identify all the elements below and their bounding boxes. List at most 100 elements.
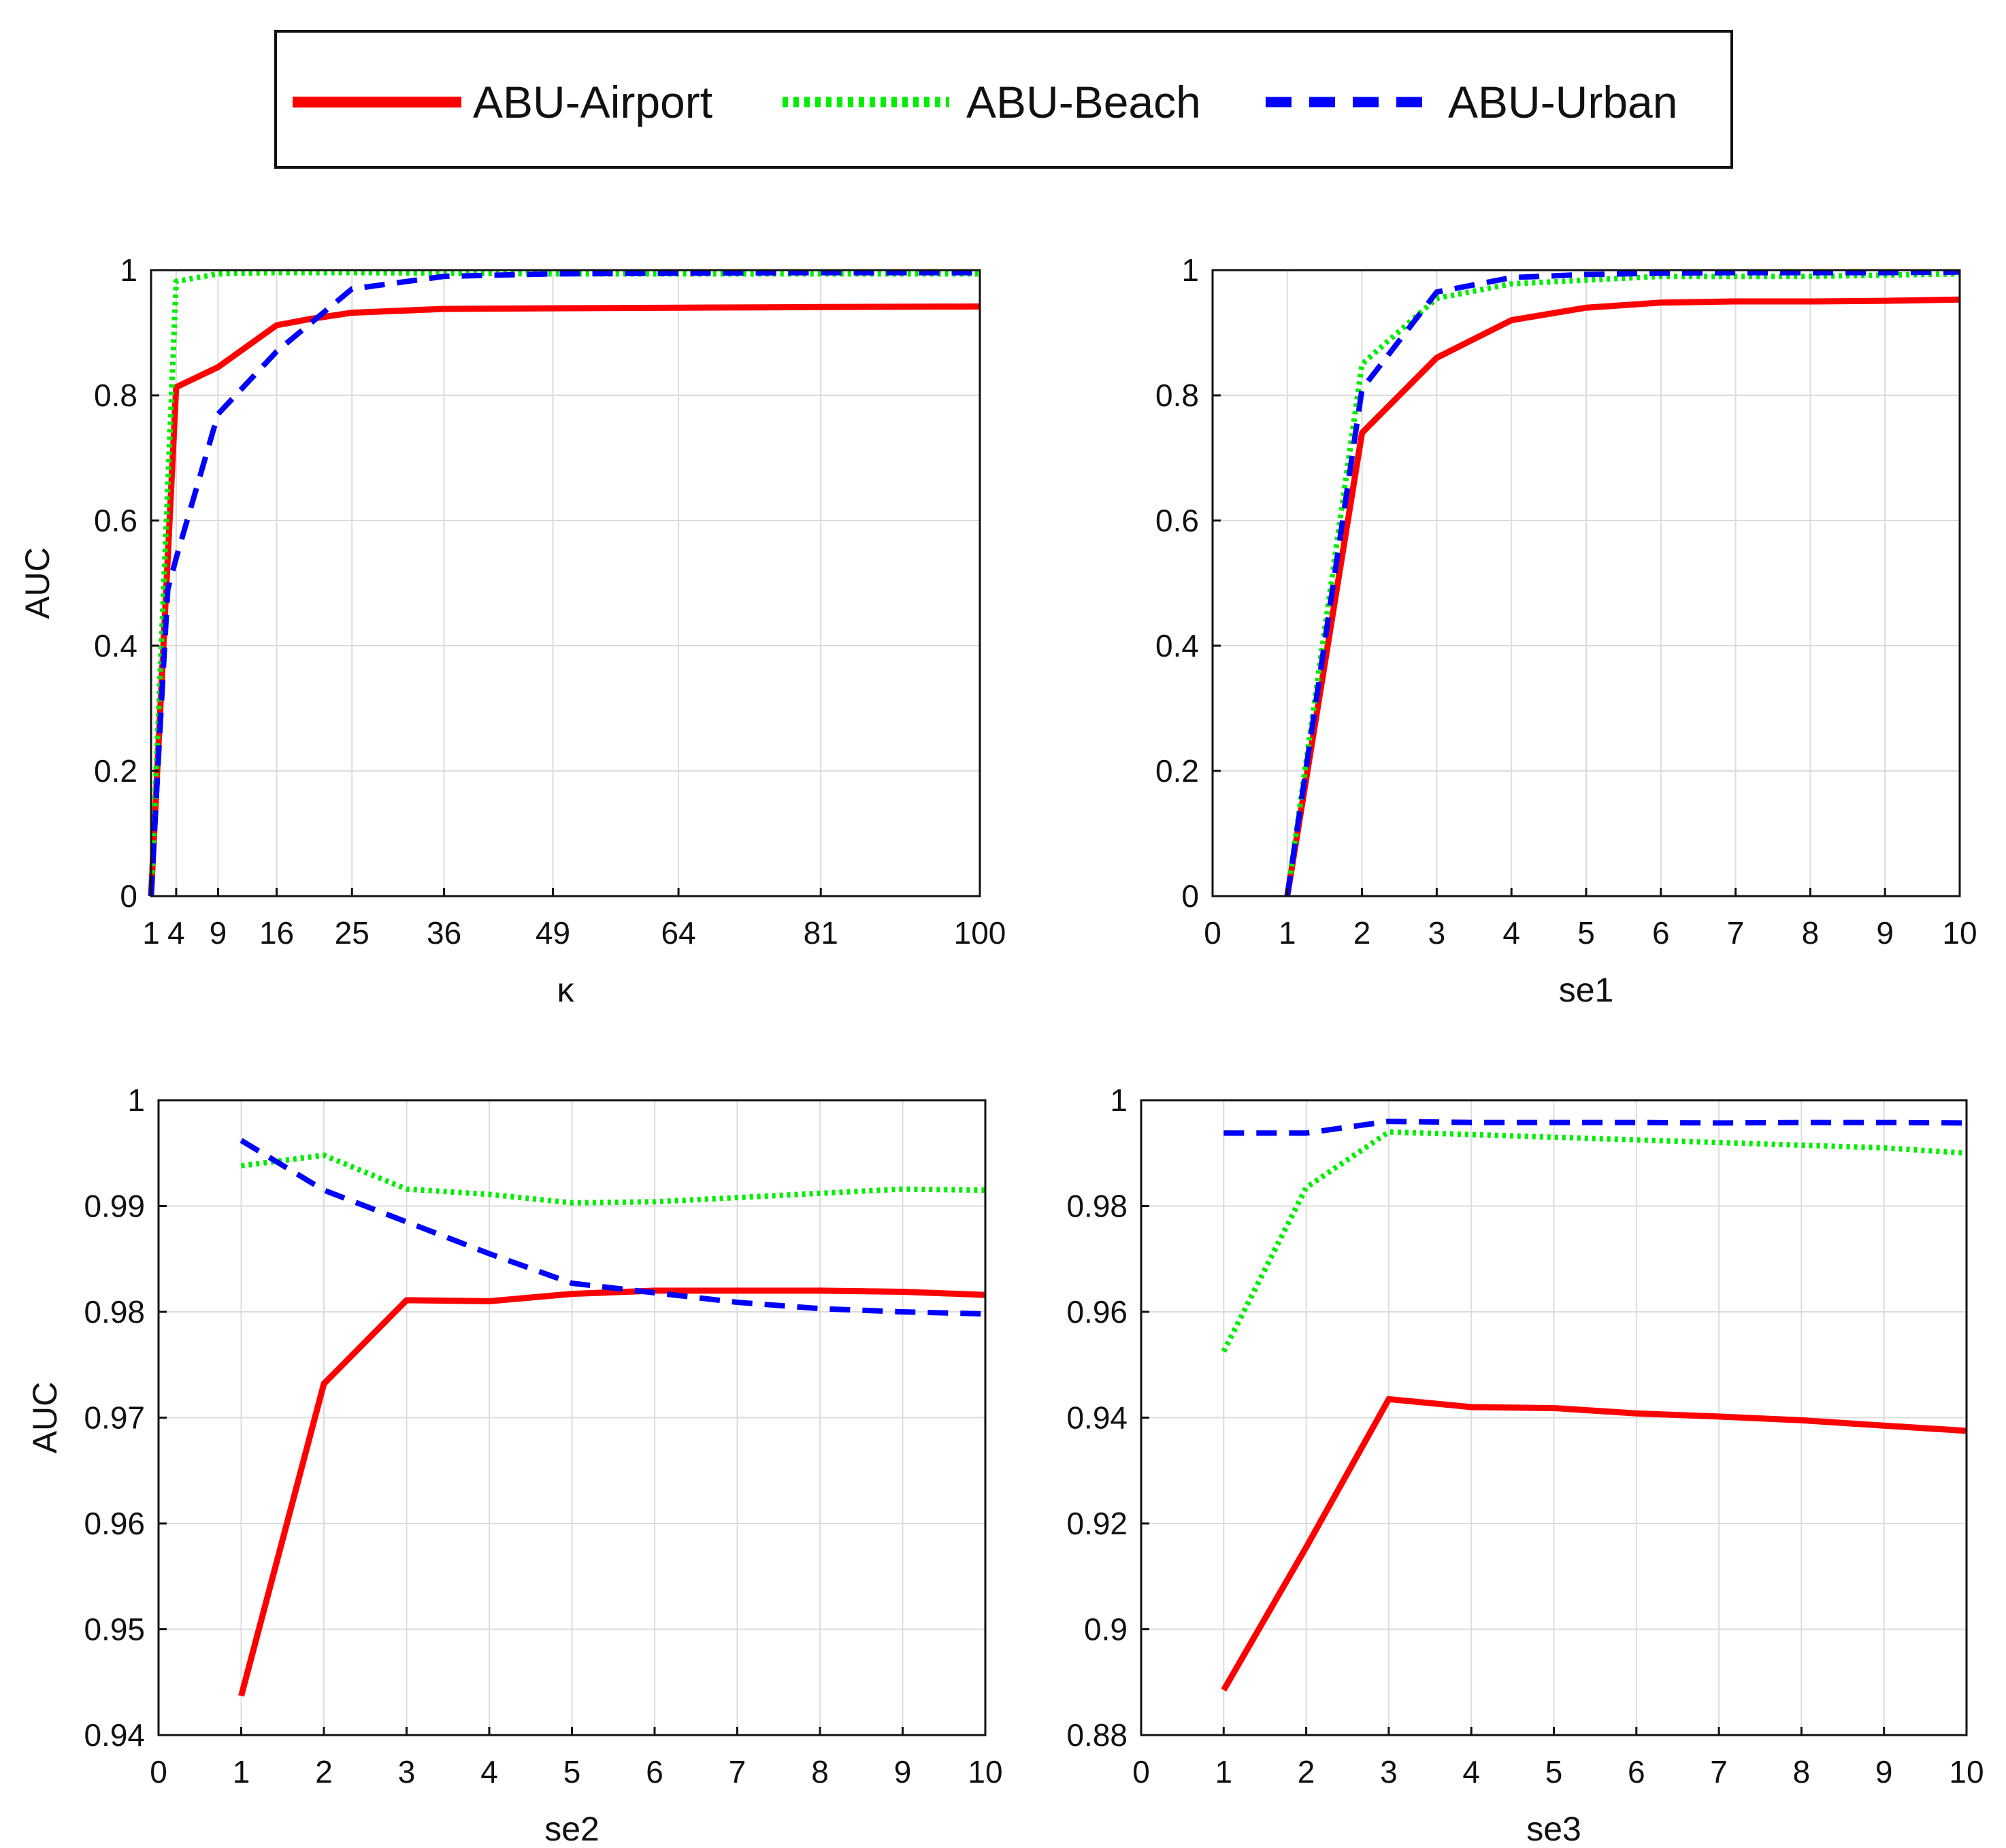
chart-se1-grid <box>1212 269 1960 897</box>
x-tick-label: 49 <box>536 915 570 951</box>
y-tick-label: 0.8 <box>1155 378 1199 413</box>
y-tick-label: 0.98 <box>84 1294 145 1330</box>
x-tick-label: 7 <box>1710 1754 1728 1789</box>
y-tick-label: 0.98 <box>1066 1189 1128 1224</box>
series-line-urban <box>148 269 980 897</box>
x-tick-label: 0 <box>150 1754 167 1789</box>
x-tick-label: 6 <box>1652 915 1670 951</box>
y-tick-label: 0 <box>120 878 137 914</box>
series-line-beach <box>1284 271 1960 897</box>
chart-kappa-y-label: AUC <box>18 547 56 619</box>
legend-label-beach: ABU-Beach <box>966 77 1201 127</box>
chart-se3-x-label: se3 <box>1526 1810 1581 1848</box>
x-tick-label: 9 <box>210 915 227 951</box>
x-tick-label: 1 <box>142 915 160 951</box>
series-line-airport <box>148 303 981 897</box>
chart-kappa-x-label: κ <box>557 971 575 1009</box>
x-tick-label: 10 <box>1949 1754 1984 1789</box>
x-tick-label: 1 <box>1279 915 1296 951</box>
chart-se1-ticks: 0 1 2 3 4 5 6 7 8 9 10 0 0.2 0.4 0.6 0.8 1 <box>1155 252 1977 951</box>
chart-kappa-series <box>148 269 981 897</box>
x-tick-label: 2 <box>315 1754 333 1789</box>
chart-se2-ticks: 0 1 2 3 4 5 6 7 8 9 10 0.94 0.95 0.96 0.97 0.98 0.99 1 <box>84 1083 1002 1789</box>
legend-label-airport: ABU-Airport <box>473 77 712 127</box>
legend: ABU-Airport ABU-Beach ABU-Urban <box>274 30 1733 169</box>
y-tick-label: 0.6 <box>1155 503 1199 538</box>
x-tick-label: 8 <box>1802 915 1820 951</box>
series-line-urban <box>1284 269 1960 897</box>
chart-se3-grid <box>1140 1100 1967 1736</box>
chart-se2-y-label: AUC <box>26 1382 64 1454</box>
y-tick-label: 0.96 <box>1066 1294 1128 1330</box>
x-tick-label: 1 <box>1215 1754 1233 1789</box>
series-line-beach <box>148 269 980 897</box>
y-tick-label: 0.88 <box>1066 1717 1128 1753</box>
chart-se3-series <box>1221 1119 1967 1692</box>
x-tick-label: 3 <box>398 1754 416 1789</box>
x-tick-label: 1 <box>233 1754 250 1789</box>
legend-label-urban: ABU-Urban <box>1448 77 1677 127</box>
x-tick-label: 9 <box>1875 1754 1893 1789</box>
x-tick-label: 3 <box>1428 915 1446 951</box>
y-tick-label: 0.94 <box>84 1717 145 1753</box>
x-tick-label: 8 <box>1793 1754 1811 1789</box>
y-tick-label: 0 <box>1181 878 1199 914</box>
chart-se3-ticks: 0 1 2 3 4 5 6 7 8 9 10 0.88 0.9 0.92 0.94 0.96 0.98 1 <box>1066 1083 1984 1789</box>
series-line-beach <box>240 1152 986 1206</box>
y-tick-label: 0.97 <box>84 1400 145 1436</box>
series-line-urban <box>240 1138 986 1317</box>
y-tick-label: 0.99 <box>84 1189 145 1224</box>
series-line-airport <box>1221 1396 1967 1692</box>
chart-se2-grid <box>158 1100 986 1736</box>
x-tick-label: 64 <box>661 915 696 951</box>
x-tick-label: 100 <box>954 915 1006 951</box>
y-tick-label: 0.96 <box>84 1506 145 1541</box>
series-line-beach <box>1221 1129 1967 1353</box>
y-tick-label: 1 <box>1181 252 1199 288</box>
x-tick-label: 4 <box>480 1754 498 1789</box>
x-tick-label: 2 <box>1298 1754 1315 1789</box>
x-tick-label: 10 <box>968 1754 1002 1789</box>
y-tick-label: 0.9 <box>1084 1612 1128 1647</box>
x-tick-label: 9 <box>1876 915 1894 951</box>
x-tick-label: 4 <box>1462 1754 1480 1789</box>
y-tick-label: 0.4 <box>94 628 137 663</box>
y-tick-label: 0.2 <box>94 753 137 789</box>
chart-se3: 0 1 2 3 4 5 6 7 8 9 10 0.88 0.9 0.92 0.94 0.96 0.98 1 se3 <box>1066 1083 1984 1848</box>
x-tick-label: 7 <box>1727 915 1745 951</box>
chart-se1: 0 1 2 3 4 5 6 7 8 9 10 0 0.2 0.4 0.6 0.8 1 se1 <box>1155 252 1977 1009</box>
chart-kappa-grid <box>150 269 981 897</box>
x-tick-label: 4 <box>1502 915 1520 951</box>
y-tick-label: 0.6 <box>94 503 137 538</box>
series-line-urban <box>1223 1119 1967 1136</box>
x-tick-label: 5 <box>563 1754 581 1789</box>
x-tick-label: 36 <box>427 915 461 951</box>
y-tick-label: 0.4 <box>1155 628 1199 663</box>
y-tick-label: 1 <box>127 1083 145 1118</box>
y-tick-label: 1 <box>120 252 137 288</box>
x-tick-label: 5 <box>1577 915 1595 951</box>
series-line-airport <box>1284 296 1960 897</box>
y-tick-label: 0.2 <box>1155 753 1199 789</box>
x-tick-label: 8 <box>811 1754 829 1789</box>
x-tick-label: 5 <box>1545 1754 1563 1789</box>
y-tick-label: 0.94 <box>1066 1400 1128 1436</box>
x-tick-label: 0 <box>1204 915 1221 951</box>
y-tick-label: 0.92 <box>1066 1506 1128 1541</box>
y-tick-label: 0.95 <box>84 1612 145 1647</box>
x-tick-label: 3 <box>1380 1754 1398 1789</box>
series-line-airport <box>238 1287 986 1697</box>
y-tick-label: 0.8 <box>94 378 137 413</box>
x-tick-label: 16 <box>259 915 294 951</box>
legend-box <box>274 30 1733 169</box>
chart-se2-x-label: se2 <box>544 1810 599 1848</box>
chart-se2-series <box>238 1138 986 1697</box>
x-tick-label: 6 <box>646 1754 663 1789</box>
chart-kappa-frame <box>150 269 981 897</box>
x-tick-label: 0 <box>1132 1754 1150 1789</box>
x-tick-label: 4 <box>167 915 185 951</box>
x-tick-label: 81 <box>804 915 838 951</box>
